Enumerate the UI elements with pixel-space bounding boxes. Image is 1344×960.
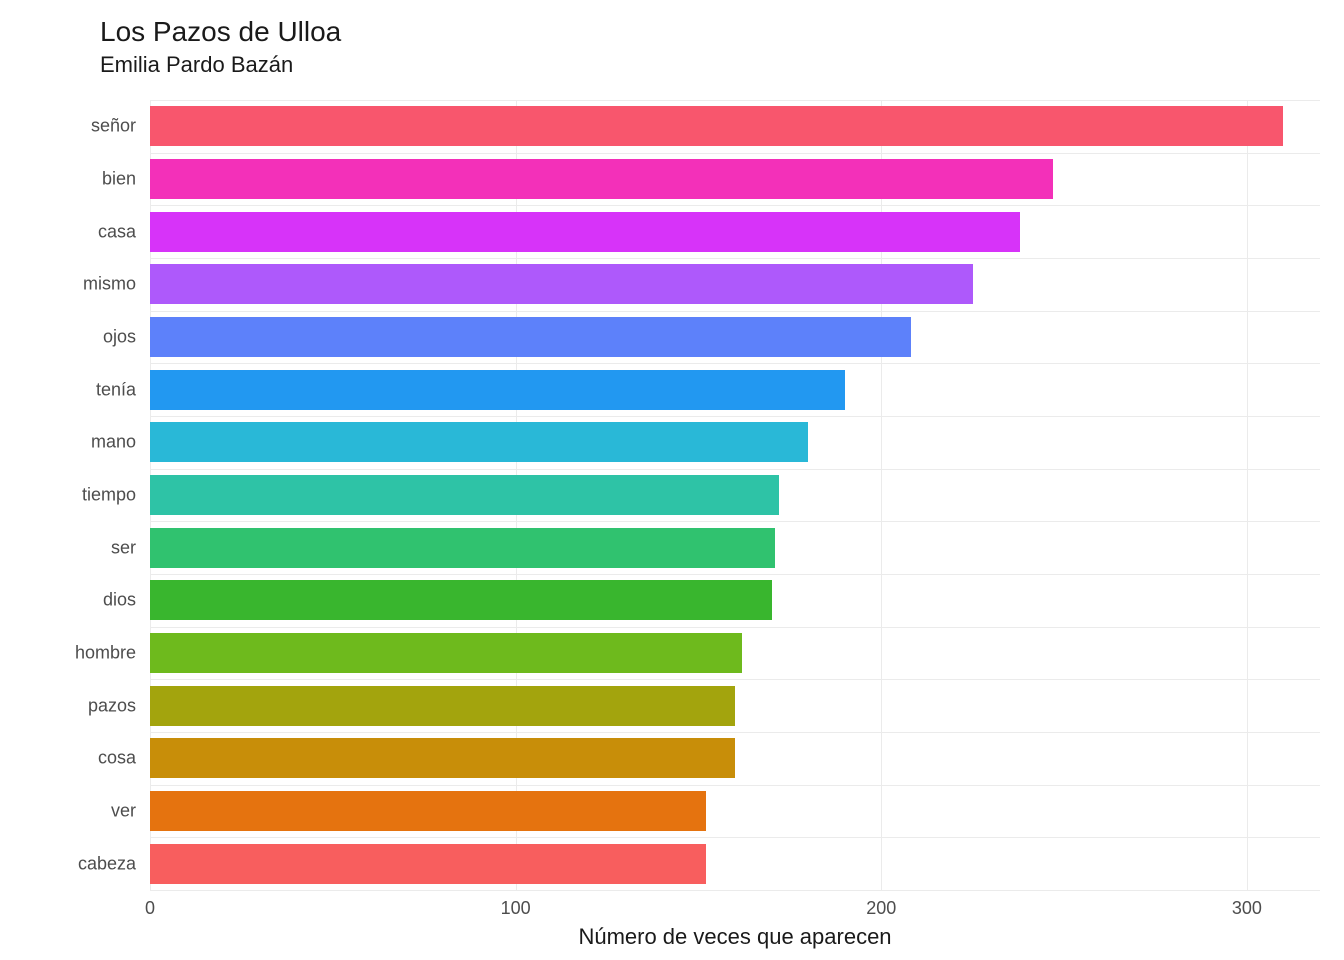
gridline-h	[150, 627, 1320, 628]
gridline-h	[150, 521, 1320, 522]
gridline-h	[150, 469, 1320, 470]
bar	[150, 844, 706, 884]
x-tick-label: 0	[145, 898, 155, 919]
bar	[150, 106, 1283, 146]
bar	[150, 475, 779, 515]
y-tick-label: señor	[0, 116, 136, 137]
y-tick-label: mismo	[0, 274, 136, 295]
chart-title: Los Pazos de Ulloa	[100, 16, 341, 48]
y-tick-label: ojos	[0, 327, 136, 348]
gridline-h	[150, 574, 1320, 575]
bar	[150, 580, 772, 620]
y-tick-label: hombre	[0, 643, 136, 664]
x-tick-label: 300	[1232, 898, 1262, 919]
y-tick-label: tenía	[0, 379, 136, 400]
gridline-h	[150, 100, 1320, 101]
gridline-h	[150, 363, 1320, 364]
x-axis-label: Número de veces que aparecen	[578, 924, 891, 950]
bar	[150, 528, 775, 568]
bar	[150, 212, 1020, 252]
bar	[150, 738, 735, 778]
bar	[150, 686, 735, 726]
gridline-h	[150, 311, 1320, 312]
y-tick-label: dios	[0, 590, 136, 611]
bar	[150, 791, 706, 831]
gridline-h	[150, 205, 1320, 206]
bar	[150, 317, 911, 357]
gridline-h	[150, 258, 1320, 259]
x-tick-label: 200	[866, 898, 896, 919]
y-tick-label: cosa	[0, 748, 136, 769]
y-tick-label: ser	[0, 537, 136, 558]
y-tick-label: casa	[0, 221, 136, 242]
chart-container: Los Pazos de Ulloa Emilia Pardo Bazán 0 1…	[0, 0, 1344, 960]
titles: Los Pazos de Ulloa Emilia Pardo Bazán	[100, 16, 341, 78]
plot-area	[150, 100, 1320, 890]
gridline-h	[150, 153, 1320, 154]
y-tick-label: ver	[0, 801, 136, 822]
y-tick-label: tiempo	[0, 485, 136, 506]
chart-subtitle: Emilia Pardo Bazán	[100, 52, 341, 78]
bar	[150, 422, 808, 462]
gridline-h	[150, 679, 1320, 680]
bar	[150, 633, 742, 673]
gridline-h	[150, 416, 1320, 417]
y-tick-label: bien	[0, 169, 136, 190]
y-tick-label: pazos	[0, 695, 136, 716]
gridline-h	[150, 890, 1320, 891]
gridline-h	[150, 732, 1320, 733]
gridline-v	[1247, 100, 1248, 890]
x-tick-label: 100	[501, 898, 531, 919]
y-tick-label: mano	[0, 432, 136, 453]
gridline-h	[150, 837, 1320, 838]
y-tick-label: cabeza	[0, 853, 136, 874]
bar	[150, 370, 845, 410]
bar	[150, 159, 1053, 199]
bar	[150, 264, 973, 304]
gridline-h	[150, 785, 1320, 786]
